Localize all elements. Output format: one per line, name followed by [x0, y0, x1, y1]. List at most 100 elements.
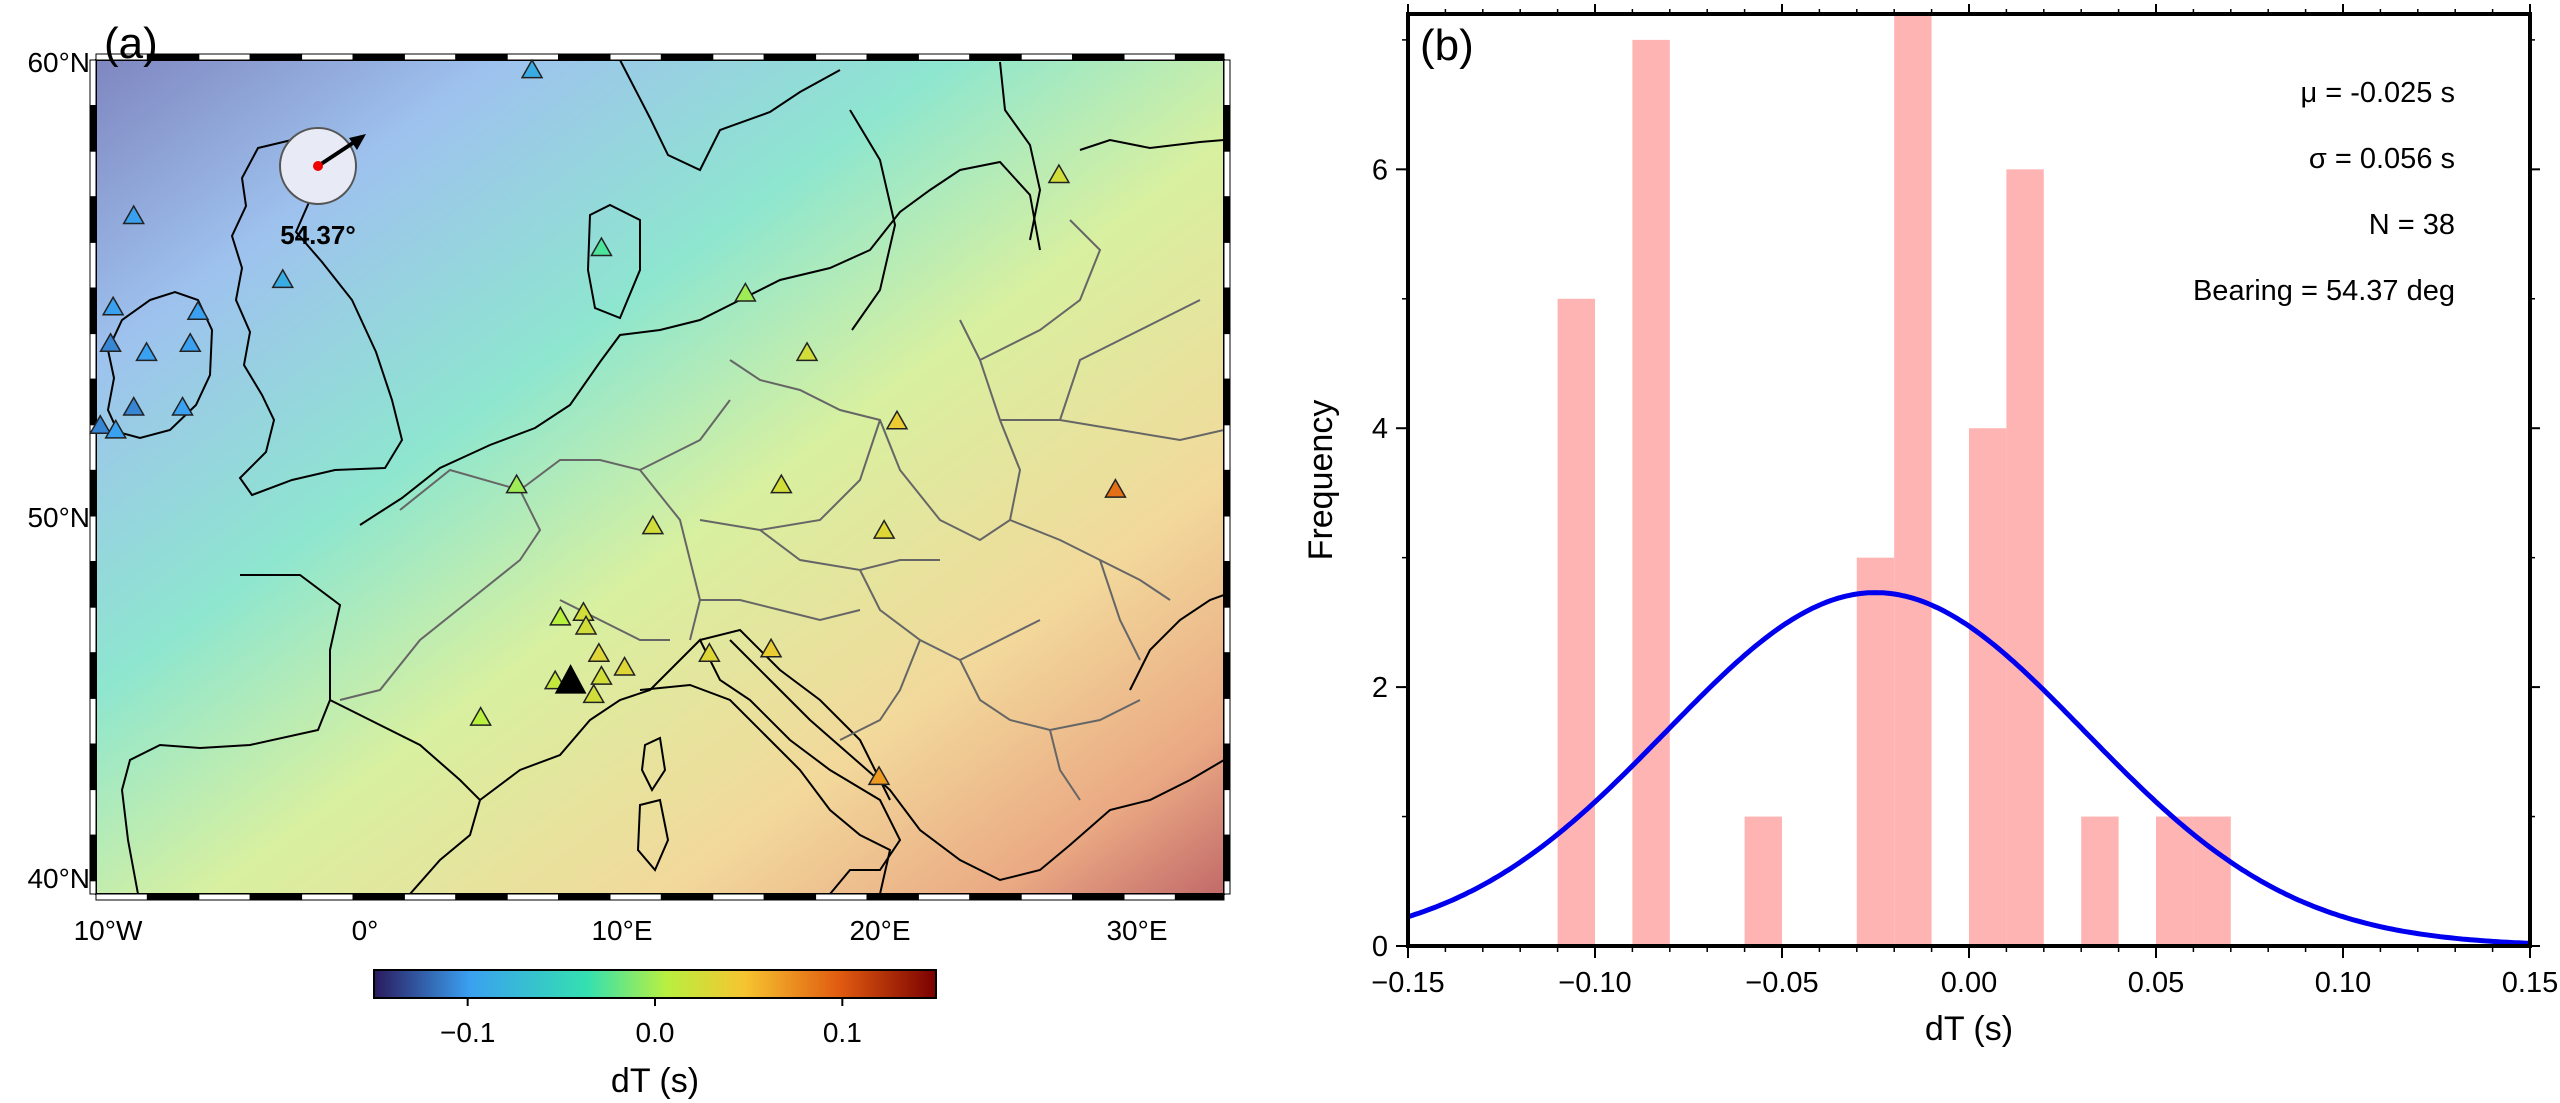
- station-marker: [590, 665, 613, 685]
- frame-tick: [506, 893, 560, 901]
- histogram-bar: [1744, 816, 1782, 946]
- frame-tick: [89, 652, 97, 699]
- station-marker: [574, 614, 598, 635]
- stat-sigma: σ = 0.056 s: [2309, 143, 2455, 175]
- frame-tick: [558, 893, 611, 901]
- frame-tick: [1223, 743, 1231, 791]
- lon-label-0: 0°: [352, 915, 379, 946]
- frame-tick: [1123, 893, 1176, 901]
- lon-label-30e: 30°E: [1106, 915, 1167, 946]
- frame-tick: [352, 53, 405, 61]
- map-panel: 60°N 50°N 40°N 10°W 0° 10°E 20°E 30°E 54…: [27, 19, 1231, 1100]
- frame-tick: [1223, 652, 1231, 699]
- frame-tick: [1223, 424, 1231, 471]
- colorbar-ticks: −0.1 0.0 0.1: [440, 998, 862, 1048]
- frame-tick: [1223, 105, 1231, 152]
- frame-tick: [712, 893, 765, 901]
- colorbar-tick-label: 0.0: [636, 1017, 675, 1048]
- frame-tick: [917, 893, 971, 901]
- colorbar-title: dT (s): [611, 1062, 699, 1100]
- x-tick-label: 0.00: [1941, 967, 1997, 999]
- bearing-arrowhead-icon: [349, 134, 366, 150]
- stat-bearing: Bearing = 54.37 deg: [2193, 275, 2455, 307]
- station-marker: [88, 414, 112, 435]
- histogram-bar: [2081, 816, 2119, 946]
- frame-tick: [89, 789, 97, 836]
- station-marker: [795, 341, 819, 362]
- frame-tick: [89, 105, 97, 152]
- frame-tick: [1223, 515, 1231, 563]
- station-marker: [104, 418, 128, 439]
- colorbar-tick-label: 0.1: [823, 1017, 862, 1048]
- map-frame-ticks: [89, 53, 1231, 901]
- x-tick-label: 0.10: [2315, 967, 2371, 999]
- frame-tick: [301, 893, 354, 901]
- frame-tick: [815, 53, 868, 61]
- bearing-label: 54.37°: [280, 220, 355, 250]
- station-marker: [178, 332, 202, 352]
- coastline-sardinia: [636, 798, 670, 872]
- y-axis-label: Frequency: [1302, 400, 1340, 561]
- station-marker: [641, 514, 665, 535]
- station-marker: [101, 295, 125, 316]
- stat-mu: μ = -0.025 s: [2300, 77, 2455, 109]
- coastlines: [106, 60, 1224, 894]
- frame-tick: [89, 241, 97, 289]
- histogram-ticks: −0.15 −0.10 −0.05 0.00 0.05 0.10 0.15 0 2 4 6: [1371, 4, 2558, 999]
- frame-tick: [89, 59, 97, 107]
- station-marker: [885, 409, 909, 430]
- coastline-north-europe: [359, 160, 1041, 526]
- frame-tick: [1223, 150, 1231, 198]
- frame-tick: [660, 53, 714, 61]
- frame-tick: [1223, 697, 1231, 745]
- x-tick-label: 0.15: [2502, 967, 2558, 999]
- coastline-denmark: [586, 203, 641, 320]
- normal-fit-curve: [1407, 590, 2531, 946]
- frame-tick: [969, 893, 1022, 901]
- x-tick-label: −0.10: [1558, 967, 1631, 999]
- country-borders: [339, 219, 1224, 801]
- coastline-italy: [639, 683, 892, 894]
- histogram-bars: [1557, 14, 2231, 947]
- station-marker: [520, 58, 544, 79]
- frame-tick: [866, 893, 919, 901]
- colorbar-tick-label: −0.1: [440, 1017, 495, 1048]
- histogram-bar: [1632, 39, 1670, 946]
- frame-tick: [89, 561, 97, 608]
- frame-tick: [403, 53, 457, 61]
- station-marker: [867, 765, 891, 786]
- panel-a-label: (a): [104, 19, 158, 68]
- frame-tick: [1223, 59, 1231, 107]
- frame-tick: [1123, 53, 1176, 61]
- frame-tick: [89, 469, 97, 517]
- histogram-bar: [1557, 298, 1595, 946]
- station-marker: [171, 396, 194, 416]
- frame-tick: [89, 515, 97, 563]
- frame-tick: [89, 743, 97, 791]
- station-marker: [505, 473, 528, 494]
- frame-tick: [1223, 561, 1231, 608]
- frame-tick: [1174, 53, 1225, 61]
- coastline-great-britain: [230, 136, 404, 497]
- frame-tick: [1223, 333, 1231, 380]
- histogram-bar: [2006, 169, 2044, 947]
- station-marker: [1104, 478, 1127, 498]
- frame-tick: [1223, 606, 1231, 654]
- coastline-black-sea: [1129, 594, 1224, 691]
- frame-tick: [1020, 893, 1074, 901]
- station-marker: [734, 282, 757, 302]
- frame-tick: [301, 53, 354, 61]
- source-station-marker: [554, 664, 587, 694]
- frame-tick: [917, 53, 971, 61]
- frame-tick: [609, 53, 662, 61]
- frame-tick: [89, 196, 97, 243]
- panel-b-label: (b): [1420, 21, 1474, 70]
- frame-tick: [1223, 378, 1231, 426]
- station-marker: [613, 655, 636, 676]
- frame-tick: [95, 893, 148, 901]
- frame-tick: [763, 893, 817, 901]
- frame-tick: [89, 880, 97, 895]
- frame-tick: [352, 893, 405, 901]
